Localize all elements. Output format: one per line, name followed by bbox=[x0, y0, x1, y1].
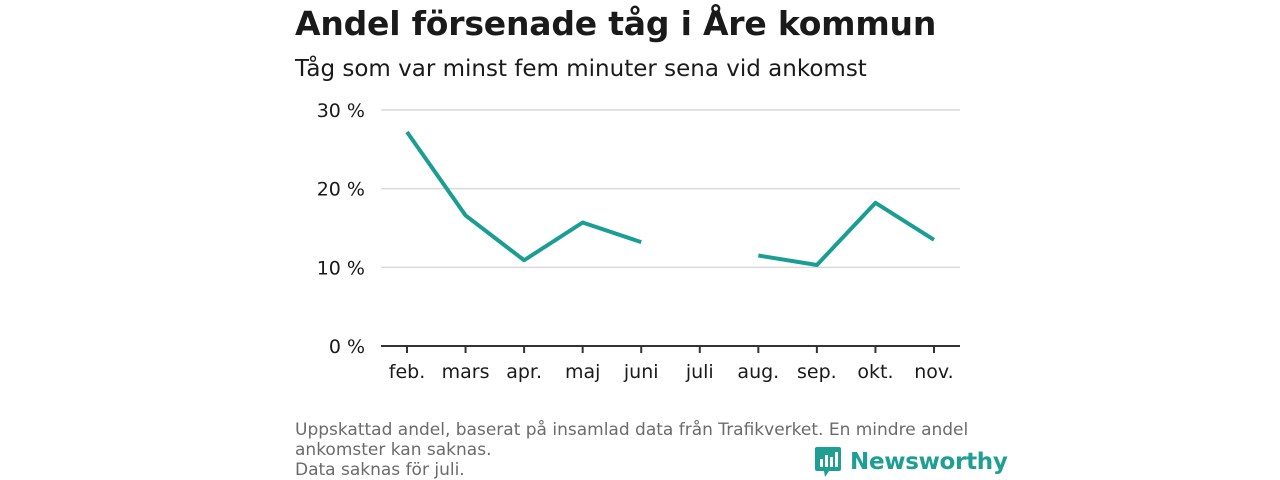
x-tick-label: aug. bbox=[737, 361, 779, 383]
footnote-line: Uppskattad andel, baserat på insamlad da… bbox=[295, 420, 969, 440]
x-tick-label: mars bbox=[442, 361, 490, 383]
x-tick-label: juni bbox=[623, 361, 659, 383]
x-axis-tick-labels: feb. mars apr. maj juni juli aug. sep. okt. nov. bbox=[389, 361, 954, 383]
x-tick-label: feb. bbox=[389, 361, 425, 383]
x-tick-label: nov. bbox=[914, 361, 953, 383]
line-chart: 0 % 10 % 20 % 30 % feb. mars apr. maj juni juli a… bbox=[317, 100, 960, 383]
series-line-segment bbox=[758, 200, 936, 267]
y-tick-label: 30 % bbox=[317, 100, 365, 122]
x-tick-label: maj bbox=[565, 361, 600, 383]
x-tick-label: sep. bbox=[797, 361, 837, 383]
chart-subtitle: Tåg som var minst fem minuter sena vid a… bbox=[295, 56, 867, 82]
newsworthy-logo: Newsworthy bbox=[814, 446, 1008, 478]
x-tick-label: juli bbox=[685, 361, 714, 383]
bar-chart-speech-bubble-icon bbox=[815, 447, 841, 477]
footnote-line: ankomster kan saknas. bbox=[295, 440, 492, 460]
series-line-segment bbox=[405, 130, 642, 263]
footnote-line: Data saknas för juli. bbox=[295, 460, 465, 480]
y-tick-label: 20 % bbox=[317, 179, 365, 201]
x-axis bbox=[381, 345, 960, 353]
y-axis-tick-labels: 0 % 10 % 20 % 30 % bbox=[317, 100, 365, 358]
grid-lines bbox=[381, 109, 960, 269]
x-tick-label: okt. bbox=[857, 361, 893, 383]
x-tick-label: apr. bbox=[506, 361, 542, 383]
series-lines bbox=[405, 130, 936, 267]
chart-title: Andel försenade tåg i Åre kommun bbox=[295, 4, 937, 43]
footnote: Uppskattad andel, baserat på insamlad da… bbox=[295, 420, 985, 480]
brand-name: Newsworthy bbox=[850, 449, 1008, 475]
y-tick-label: 0 % bbox=[329, 336, 365, 358]
y-tick-label: 10 % bbox=[317, 257, 365, 279]
